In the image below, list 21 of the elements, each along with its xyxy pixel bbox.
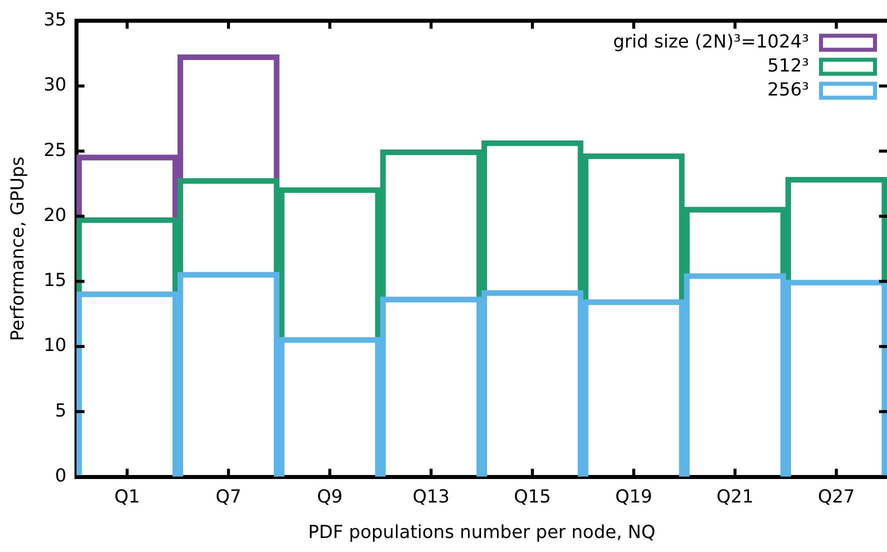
- y-tick-label: 10: [44, 335, 67, 356]
- x-tick-label: Q13: [412, 486, 450, 508]
- legend-label: 512³: [767, 55, 809, 76]
- y-tick-label: 5: [55, 400, 67, 422]
- x-tick-label: Q15: [514, 486, 551, 508]
- y-tick-label: 35: [44, 9, 67, 30]
- y-tick-label: 15: [44, 270, 67, 292]
- legend-label: grid size (2N)³=1024³: [613, 31, 809, 52]
- x-tick-label: Q19: [615, 486, 652, 508]
- x-tick-label: Q1: [114, 486, 140, 508]
- y-tick-label: 30: [44, 74, 67, 96]
- legend-label: 256³: [767, 79, 809, 100]
- x-tick-label: Q21: [716, 486, 754, 508]
- x-axis-title: PDF populations number per node, NQ: [308, 522, 656, 543]
- y-tick-label: 25: [44, 140, 67, 161]
- y-tick-label: 0: [55, 465, 67, 486]
- y-tick-label: 20: [44, 204, 67, 226]
- x-tick-label: Q9: [316, 486, 343, 508]
- y-axis-title: Performance, GPUps: [7, 156, 28, 341]
- x-tick-label: Q7: [216, 486, 242, 508]
- x-tick-label: Q27: [818, 486, 855, 508]
